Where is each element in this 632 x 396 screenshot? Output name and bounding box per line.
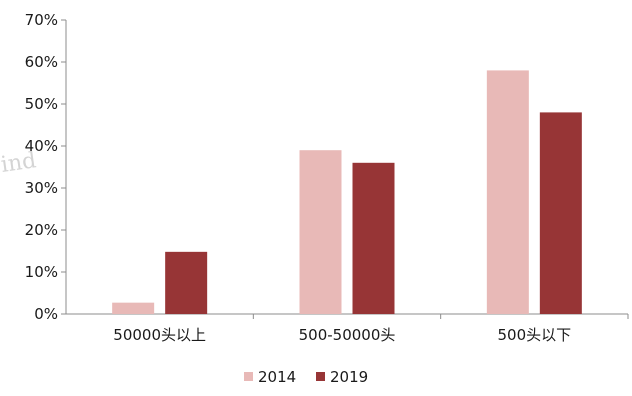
bar-2014-2 bbox=[299, 150, 342, 314]
y-tick-label: 0% bbox=[34, 305, 58, 323]
legend: 2014 2019 bbox=[244, 368, 368, 386]
bars bbox=[112, 70, 582, 315]
y-tick-label: 10% bbox=[25, 263, 58, 281]
legend-label-2014: 2014 bbox=[258, 368, 296, 386]
bar-2014-3 bbox=[486, 70, 529, 315]
axes: 0% 10% 20% 30% 40% 50% 60% 70% 50000头以上 500-50000… bbox=[25, 11, 629, 344]
y-tick-label: 20% bbox=[25, 221, 58, 239]
bar-2019-1 bbox=[165, 251, 208, 314]
x-category-label: 50000头以上 bbox=[113, 326, 206, 344]
y-tick-label: 70% bbox=[25, 11, 58, 29]
y-tick-label: 60% bbox=[25, 53, 58, 71]
y-tick-label: 40% bbox=[25, 137, 58, 155]
bar-2019-2 bbox=[352, 162, 395, 314]
bar-2019-3 bbox=[539, 112, 582, 315]
watermark: ind bbox=[0, 148, 38, 178]
x-category-label: 500头以下 bbox=[498, 326, 572, 344]
y-tick-label: 50% bbox=[25, 95, 58, 113]
legend-swatch-2014 bbox=[244, 372, 253, 381]
legend-label-2019: 2019 bbox=[330, 368, 368, 386]
x-category-label: 500-50000头 bbox=[299, 326, 396, 344]
y-tick-label: 30% bbox=[25, 179, 58, 197]
legend-swatch-2019 bbox=[316, 372, 325, 381]
bar-2014-1 bbox=[112, 302, 155, 314]
